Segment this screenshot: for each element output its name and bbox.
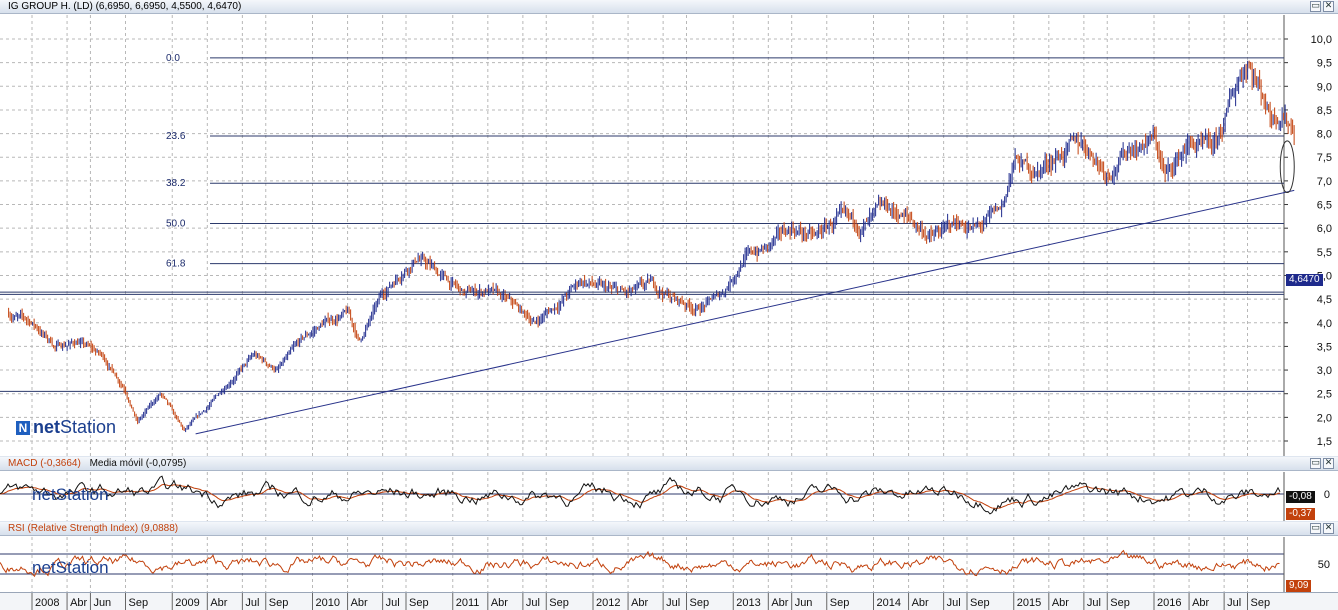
fib-level-label: 50.0	[166, 218, 186, 229]
price-y-tick-label: 4,5	[1317, 294, 1332, 306]
price-last-value-tag: 4,6470	[1286, 274, 1323, 286]
rsi-panel-header: RSI (Relative Strength Index) (9,0888) ▭…	[0, 522, 1338, 536]
time-axis-label: Jul	[666, 597, 680, 609]
price-y-tick-label: 8,0	[1317, 129, 1332, 141]
rsi-tick-label: 50	[1318, 559, 1330, 571]
time-axis-label: Sep	[129, 597, 149, 609]
time-axis-label: Sep	[1110, 597, 1130, 609]
time-axis-label: Jun	[795, 597, 813, 609]
macd-line	[0, 475, 1281, 515]
price-y-tick-label: 6,5	[1317, 200, 1332, 212]
macd-panel-header: MACD (-0,3664) Media móvil (-0,0795) ▭ ✕	[0, 457, 1338, 471]
time-axis-label: 2015	[1017, 597, 1041, 609]
time-axis-label: Jun	[93, 597, 111, 609]
netstation-logo-net: net	[33, 417, 60, 437]
price-y-tick-label: 3,5	[1317, 341, 1332, 353]
time-axis-label: Abr	[912, 597, 929, 609]
fib-level-label: 61.8	[166, 259, 186, 270]
price-chart[interactable]: 1,52,02,53,03,54,04,55,05,56,06,57,07,58…	[0, 15, 1338, 456]
price-y-tick-label: 1,5	[1317, 436, 1332, 448]
time-axis-label: Sep	[549, 597, 569, 609]
macd-maximize-button[interactable]: ▭	[1310, 458, 1321, 469]
macd-signal-line	[0, 483, 1281, 510]
time-axis[interactable]: 2008 Abr Jun Sep 2009 Abr Jul Sep 2010 Abr Jul Sep 2…	[0, 592, 1338, 610]
price-y-tick-label: 2,5	[1317, 389, 1332, 401]
price-maximize-button[interactable]: ▭	[1310, 1, 1321, 12]
fib-level-label: 38.2	[166, 178, 186, 189]
price-y-tick-label: 5,5	[1317, 247, 1332, 259]
price-y-tick-label: 7,5	[1317, 152, 1332, 164]
rsi-title: RSI (Relative Strength Index) (9,0888)	[8, 523, 179, 534]
time-axis-label: Jul	[386, 597, 400, 609]
time-axis-label: 2009	[175, 597, 199, 609]
time-axis-label: Sep	[830, 597, 850, 609]
rsi-chart[interactable]: 50 netStation	[0, 537, 1338, 592]
time-axis-label: Jul	[947, 597, 961, 609]
price-y-tick-label: 6,0	[1317, 223, 1332, 235]
netstation-logo-icon: N	[16, 420, 30, 435]
time-axis-label: Sep	[690, 597, 710, 609]
time-axis-label: 2016	[1157, 597, 1181, 609]
macd-logo-text: netStation	[32, 485, 109, 504]
rsi-last-value-tag: 9,09	[1286, 580, 1312, 592]
time-axis-label: 2010	[316, 597, 340, 609]
time-axis-label: Abr	[351, 597, 368, 609]
macd-signal-title: Media móvil (-0,0795)	[89, 458, 187, 469]
time-axis-label: Abr	[1052, 597, 1069, 609]
macd-close-button[interactable]: ✕	[1323, 458, 1334, 469]
netstation-logo-station: Station	[60, 417, 117, 437]
price-y-tick-label: 8,5	[1317, 105, 1332, 117]
macd-panel[interactable]: MACD (-0,3664) Media móvil (-0,0795) ▭ ✕…	[0, 457, 1338, 521]
rsi-maximize-button[interactable]: ▭	[1310, 523, 1321, 534]
price-y-tick-label: 2,0	[1317, 412, 1332, 424]
rsi-logo-text: netStation	[32, 558, 109, 577]
time-axis-label: 2013	[736, 597, 760, 609]
time-axis-label: Abr	[1192, 597, 1209, 609]
time-axis-label: Sep	[269, 597, 289, 609]
price-y-tick-label: 9,5	[1317, 58, 1332, 70]
time-axis-label: Abr	[491, 597, 508, 609]
time-axis-label: Jul	[1227, 597, 1241, 609]
price-panel-title: IG GROUP H. (LD) (6,6950, 6,6950, 4,5500…	[8, 1, 242, 12]
time-axis-label: Jul	[245, 597, 259, 609]
price-panel-header: IG GROUP H. (LD) (6,6950, 6,6950, 4,5500…	[0, 0, 1338, 14]
price-panel[interactable]: IG GROUP H. (LD) (6,6950, 6,6950, 4,5500…	[0, 0, 1338, 456]
time-axis-label: Jul	[1087, 597, 1101, 609]
rsi-line	[0, 549, 1280, 578]
fib-level-label: 0.0	[166, 53, 180, 64]
netstation-logo: N net Station	[16, 417, 116, 438]
macd-chart[interactable]: 0 netStation	[0, 472, 1338, 521]
price-y-tick-label: 4,0	[1317, 318, 1332, 330]
time-axis-label: 2011	[456, 597, 480, 609]
time-axis-label: Abr	[631, 597, 648, 609]
price-y-tick-label: 9,0	[1317, 81, 1332, 93]
time-axis-label: 2012	[596, 597, 620, 609]
time-axis-label: Sep	[970, 597, 990, 609]
time-axis-label: Sep	[1251, 597, 1271, 609]
time-axis-label: Abr	[210, 597, 227, 609]
macd-title: MACD (-0,3664)	[8, 458, 81, 469]
fib-level-label: 23.6	[166, 131, 186, 142]
macd-zero-label: 0	[1324, 489, 1330, 501]
time-axis-label: Abr	[70, 597, 87, 609]
price-y-tick-label: 10,0	[1311, 34, 1332, 46]
annotation-ellipse	[1279, 140, 1295, 194]
rsi-panel[interactable]: RSI (Relative Strength Index) (9,0888) ▭…	[0, 522, 1338, 592]
time-axis-label: Abr	[771, 597, 788, 609]
time-axis-label: 2008	[35, 597, 59, 609]
macd-signal-value-tag: -0,37	[1286, 508, 1315, 520]
ohlc-bars	[8, 60, 1295, 433]
time-axis-label: 2014	[877, 597, 901, 609]
price-close-button[interactable]: ✕	[1323, 1, 1334, 12]
price-y-tick-label: 3,0	[1317, 365, 1332, 377]
macd-last-value-tag: -0,08	[1286, 491, 1315, 503]
price-y-tick-label: 7,0	[1317, 176, 1332, 188]
trend-line	[195, 189, 1295, 435]
time-axis-label: Jul	[526, 597, 540, 609]
time-axis-label: Sep	[409, 597, 429, 609]
rsi-close-button[interactable]: ✕	[1323, 523, 1334, 534]
